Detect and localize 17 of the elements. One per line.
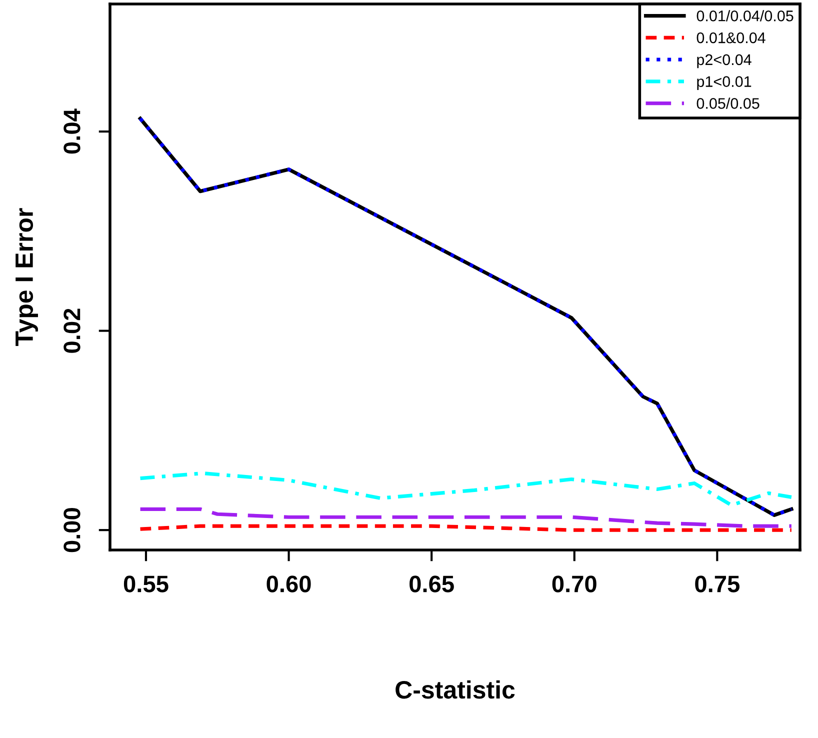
- legend-label: p1<0.01: [697, 76, 752, 90]
- x-tick-label: 0.65: [410, 576, 454, 592]
- y-tick-label: 0.00: [64, 508, 80, 552]
- legend-label: 0.01/0.04/0.05: [696, 10, 794, 22]
- x-tick-label: 0.70: [552, 576, 596, 592]
- line-series: [138, 471, 794, 507]
- y-tick-label: 0.04: [64, 108, 80, 154]
- line-series: [138, 507, 794, 528]
- legend-label: p2<0.04: [697, 54, 752, 68]
- x-tick-label: 0.75: [695, 576, 740, 592]
- y-tick-label: 0.02: [64, 308, 80, 353]
- legend-label: 0.01&0.04: [696, 32, 766, 44]
- x-tick-label: 0.55: [124, 576, 168, 592]
- y-axis-title: Type I Error: [16, 208, 38, 346]
- x-axis-title: C-statistic: [396, 680, 515, 699]
- x-tick-label: 0.60: [266, 576, 311, 592]
- legend-label: 0.05/0.05: [696, 98, 760, 109]
